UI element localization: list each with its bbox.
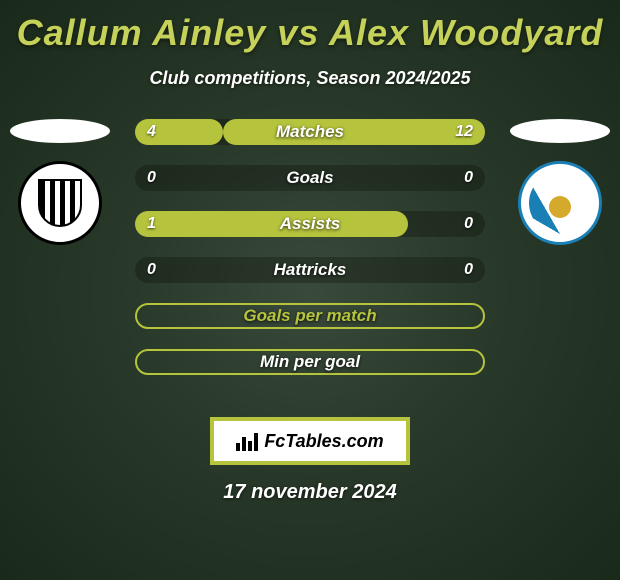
fctables-watermark: FcTables.com [210, 417, 410, 465]
crest-colchester [518, 161, 602, 245]
chart-icon [236, 431, 258, 451]
grimsby-stripes-icon [38, 179, 82, 227]
shadow-ellipse [510, 119, 610, 143]
stat-row-goals: 00Goals [135, 165, 485, 191]
crest-grimsby [18, 161, 102, 245]
colchester-ball-icon [549, 196, 571, 218]
shadow-ellipse [10, 119, 110, 143]
stat-label: Assists [135, 214, 485, 234]
stat-row-matches: 412Matches [135, 119, 485, 145]
stat-label: Goals per match [137, 306, 483, 326]
stat-bars: 412Matches 00Goals 10Assists 00Hattricks Goa… [135, 119, 485, 375]
brand-text: FcTables.com [264, 431, 383, 452]
snapshot-date: 17 november 2024 [0, 481, 620, 504]
team-badge-left [10, 119, 110, 279]
stat-row-min-per-goal: Min per goal [135, 349, 485, 375]
stat-row-hattricks: 00Hattricks [135, 257, 485, 283]
team-badge-right [510, 119, 610, 279]
stat-label: Matches [135, 122, 485, 142]
comparison-title: Callum Ainley vs Alex Woodyard [0, 0, 620, 54]
stat-row-assists: 10Assists [135, 211, 485, 237]
stat-row-goals-per-match: Goals per match [135, 303, 485, 329]
stat-label: Min per goal [137, 352, 483, 372]
comparison-arena: 412Matches 00Goals 10Assists 00Hattricks Goa… [0, 119, 620, 399]
comparison-subtitle: Club competitions, Season 2024/2025 [0, 68, 620, 89]
stat-label: Goals [135, 168, 485, 188]
stat-label: Hattricks [135, 260, 485, 280]
